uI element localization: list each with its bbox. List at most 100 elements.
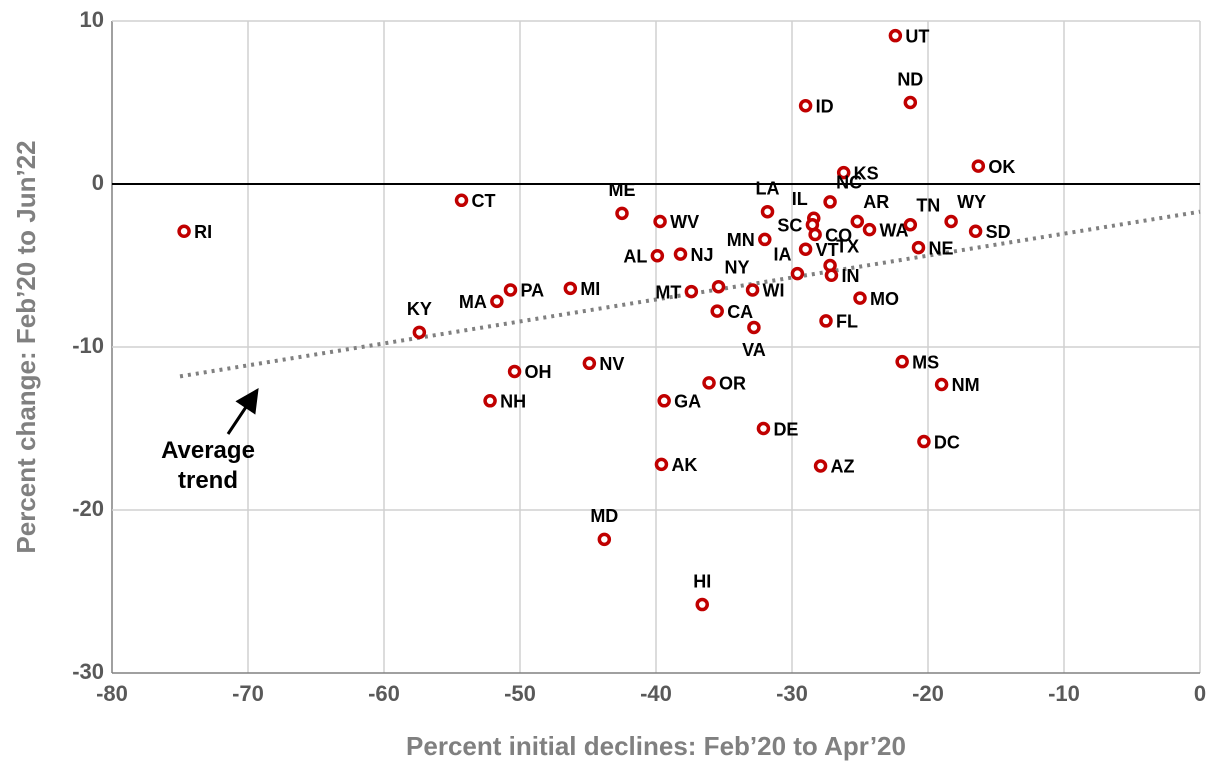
- point: [650, 248, 665, 263]
- point-label: VA: [742, 340, 766, 360]
- point: [934, 377, 949, 392]
- point-label: GA: [674, 392, 701, 412]
- point-label: AL: [623, 246, 647, 266]
- point: [695, 597, 709, 612]
- point: [850, 214, 865, 229]
- point-label: MN: [727, 230, 755, 250]
- x-tick-label: 0: [1194, 681, 1206, 706]
- x-tick-label: -60: [368, 681, 400, 706]
- point-label: VT: [816, 240, 839, 260]
- point-label: HI: [693, 571, 711, 591]
- annotation: Average trend: [161, 437, 255, 494]
- annotation-arrow: [226, 388, 259, 435]
- point-label: MT: [655, 282, 681, 302]
- point-label: WI: [763, 281, 785, 301]
- point-label: NJ: [690, 245, 713, 265]
- point: [862, 222, 877, 237]
- point-label: MD: [590, 506, 618, 526]
- point: [888, 28, 903, 43]
- point: [968, 224, 983, 239]
- point-label: TN: [916, 196, 940, 216]
- y-tick-label: 0: [92, 170, 104, 195]
- point-label: RI: [194, 222, 212, 242]
- point: [582, 356, 597, 371]
- x-tick-label: -30: [776, 681, 808, 706]
- point: [483, 394, 497, 408]
- point-label: IN: [841, 266, 859, 286]
- point: [745, 283, 760, 297]
- x-tick-label: -50: [504, 681, 536, 706]
- point: [710, 304, 724, 318]
- point-label: WV: [670, 212, 699, 232]
- point: [657, 394, 671, 408]
- point-label: UT: [905, 26, 929, 46]
- point-label: DC: [934, 432, 960, 452]
- point-label: NY: [725, 257, 750, 277]
- point-label: KS: [854, 163, 879, 183]
- point: [747, 320, 761, 335]
- point-label: IL: [792, 189, 808, 209]
- point: [903, 218, 918, 232]
- x-tick-label: -20: [912, 681, 944, 706]
- point-label: ND: [897, 69, 923, 89]
- point: [711, 279, 726, 294]
- point-label: MS: [912, 352, 939, 372]
- point: [824, 268, 839, 283]
- point-label: OK: [988, 157, 1015, 177]
- point: [911, 240, 926, 255]
- point-label: KY: [407, 299, 432, 319]
- point: [653, 214, 667, 229]
- point-label: ID: [816, 97, 834, 117]
- point: [702, 376, 716, 390]
- point: [563, 281, 578, 296]
- x-axis-label: Percent initial declines: Feb’20 to Apr’…: [406, 731, 906, 761]
- point: [790, 266, 805, 281]
- y-tick-label: -20: [72, 496, 104, 521]
- point-label: NC: [836, 173, 862, 193]
- y-tick-label: -10: [72, 333, 104, 358]
- point-label: OR: [719, 374, 746, 394]
- point: [507, 364, 522, 379]
- point-label: OH: [525, 362, 552, 382]
- point-label: NH: [500, 392, 526, 412]
- point-label: IA: [773, 244, 791, 264]
- point: [903, 95, 918, 110]
- point: [756, 421, 771, 436]
- point: [454, 193, 469, 208]
- point-label: CA: [727, 302, 753, 322]
- point-label: MA: [459, 292, 487, 312]
- y-axis-label: Percent change: Feb’20 to Jun’22: [11, 140, 41, 553]
- point-label: WA: [880, 220, 909, 240]
- point-label: SD: [986, 222, 1011, 242]
- x-tick-label: -10: [1048, 681, 1080, 706]
- point: [798, 99, 813, 113]
- x-tick-label: -70: [232, 681, 264, 706]
- point: [836, 165, 851, 180]
- point: [944, 214, 958, 229]
- point: [813, 459, 828, 473]
- point: [615, 206, 629, 221]
- point: [798, 242, 813, 256]
- point-label: TX: [836, 236, 859, 256]
- point: [673, 247, 688, 261]
- point-label: SC: [777, 216, 802, 236]
- point: [758, 232, 772, 247]
- x-tick-label: -40: [640, 681, 672, 706]
- point-label: NM: [952, 375, 980, 395]
- point: [823, 195, 837, 209]
- point-label: CT: [472, 191, 496, 211]
- point: [654, 457, 669, 472]
- point-label: LA: [756, 178, 780, 198]
- point: [490, 294, 504, 309]
- y-tick-label: 10: [80, 7, 104, 32]
- point: [503, 283, 518, 297]
- point-label: MI: [580, 279, 600, 299]
- point: [412, 325, 427, 340]
- point-label: NV: [599, 354, 624, 374]
- point: [684, 284, 699, 299]
- point-label: AK: [671, 455, 697, 475]
- point-label: AR: [863, 192, 889, 212]
- point-label: FL: [836, 312, 858, 332]
